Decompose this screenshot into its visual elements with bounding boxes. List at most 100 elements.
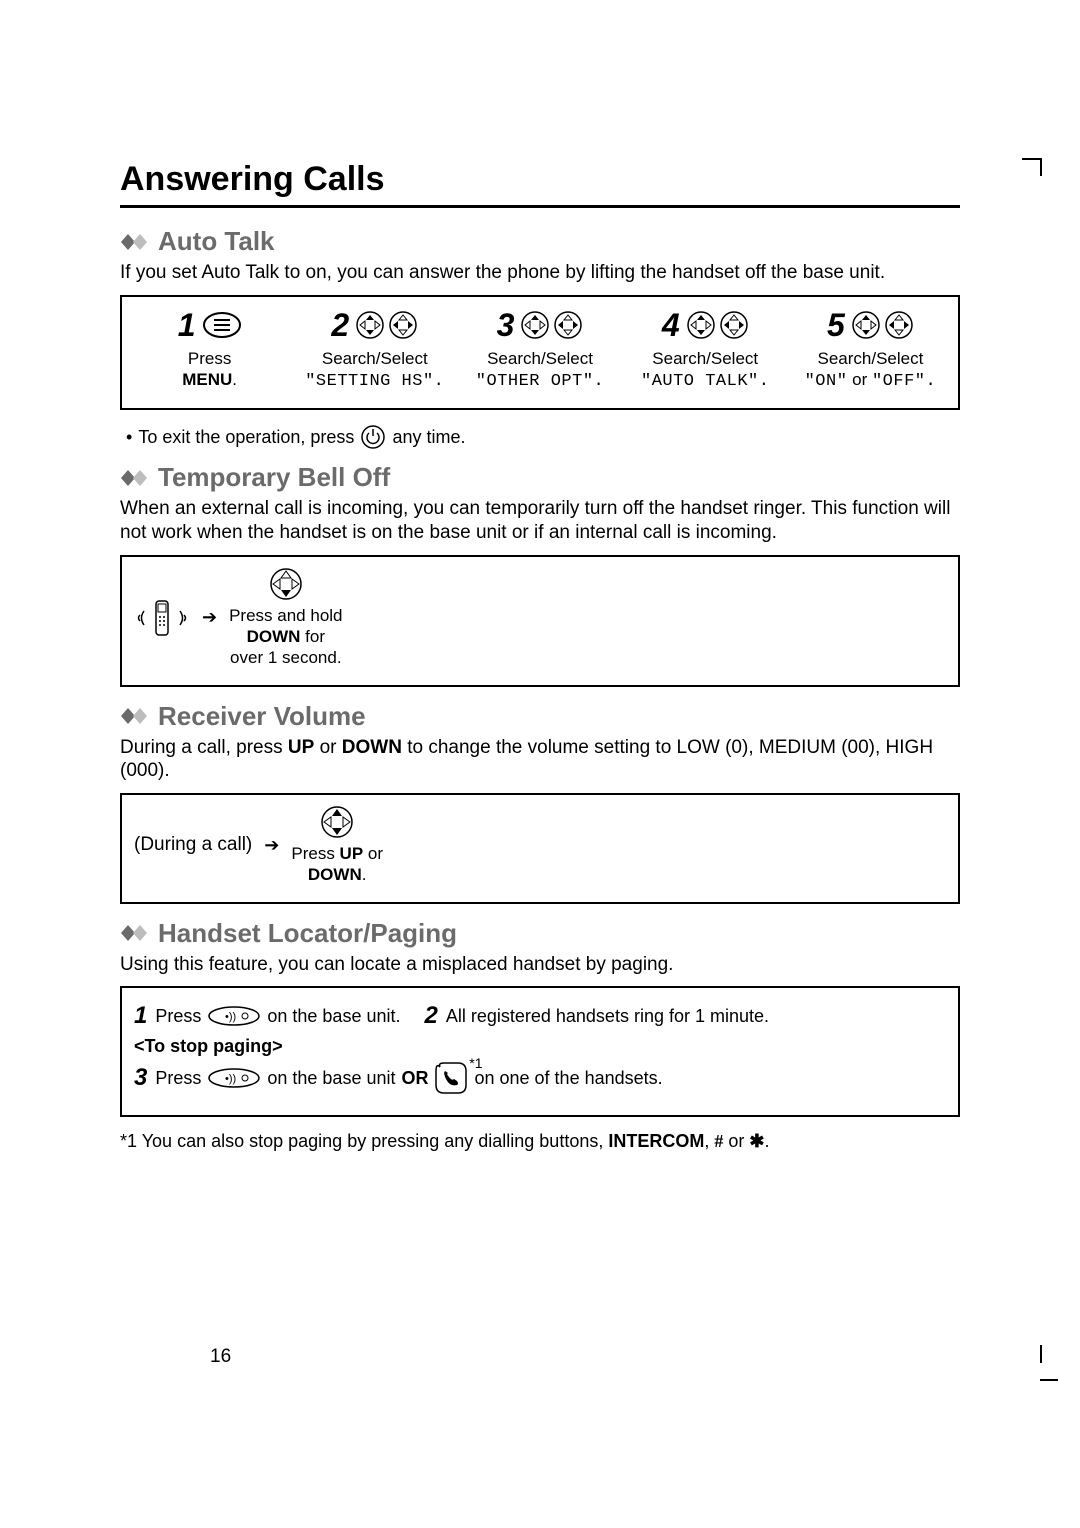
stop-paging-head: <To stop paging> bbox=[134, 1036, 946, 1057]
talk-button-with-note: *1 bbox=[434, 1061, 468, 1095]
rv-instr-a: Press bbox=[291, 844, 339, 863]
step-5-text: Search/Select bbox=[817, 349, 923, 368]
step-number: 3 bbox=[497, 307, 515, 344]
arrow-right-icon: ➔ bbox=[264, 835, 279, 856]
step-1-menu: MENU bbox=[182, 370, 232, 389]
paging-s3b: on the base unit bbox=[267, 1068, 395, 1089]
rv-b: UP bbox=[288, 737, 314, 758]
step-number: 5 bbox=[827, 307, 845, 344]
rv-instr-b: UP bbox=[340, 844, 364, 863]
svg-text:•)): •)) bbox=[225, 1073, 236, 1085]
arrow-right-icon: ➔ bbox=[202, 607, 217, 628]
exit-note: • To exit the operation, press any time. bbox=[126, 424, 960, 450]
step-number: 1 bbox=[178, 307, 196, 344]
diamond-bullets-icon bbox=[120, 469, 150, 487]
fn-a: *1 You can also stop paging by pressing … bbox=[120, 1131, 608, 1151]
fn-e: . bbox=[764, 1131, 769, 1151]
section-temp-bell: Temporary Bell Off When an external call… bbox=[120, 462, 960, 686]
section-paging: Handset Locator/Paging Using this featur… bbox=[120, 918, 960, 1153]
paging-or: OR bbox=[401, 1068, 428, 1089]
step-4-mono: "AUTO TALK". bbox=[641, 372, 769, 391]
asterisk-icon: ✱ bbox=[749, 1131, 764, 1151]
auto-talk-heading: Auto Talk bbox=[158, 226, 275, 257]
temp-bell-heading: Temporary Bell Off bbox=[158, 462, 390, 493]
paging-panel: 1 Press •)) on the base unit. 2 All regi… bbox=[120, 986, 960, 1117]
title-rule bbox=[120, 205, 960, 208]
paging-step-1-num: 1 bbox=[134, 1002, 147, 1030]
talk-button-icon bbox=[434, 1061, 468, 1095]
paging-heading: Handset Locator/Paging bbox=[158, 918, 457, 949]
step-2-text: Search/Select bbox=[322, 349, 428, 368]
step-3: 3 Search/Select "OTHER OPT". bbox=[464, 307, 615, 393]
nav-pad-icons bbox=[520, 310, 583, 340]
rv-c: or bbox=[314, 737, 341, 758]
during-call-label: (During a call) bbox=[134, 834, 252, 856]
step-1-dot: . bbox=[232, 370, 237, 389]
receiver-panel: (During a call) ➔ Press UP or DOWN. bbox=[120, 793, 960, 904]
section-auto-talk: Auto Talk If you set Auto Talk to on, yo… bbox=[120, 226, 960, 450]
step-number: 2 bbox=[331, 307, 349, 344]
step-2-mono: "SETTING HS". bbox=[305, 372, 444, 391]
step-3-text: Search/Select bbox=[487, 349, 593, 368]
step-5-on: "ON" bbox=[805, 372, 848, 391]
nav-pad-icons bbox=[355, 310, 418, 340]
paging-s1a: Press bbox=[155, 1006, 201, 1027]
paging-s3c: on one of the handsets. bbox=[474, 1068, 662, 1089]
step-1-text: Press bbox=[188, 349, 231, 368]
svg-text:•)): •)) bbox=[225, 1011, 236, 1023]
bullet-icon: • bbox=[126, 427, 132, 448]
paging-s2: All registered handsets ring for 1 minut… bbox=[446, 1006, 769, 1027]
page-number: 16 bbox=[210, 1346, 231, 1368]
paging-step-3-num: 3 bbox=[134, 1064, 147, 1092]
temp-bell-panel: ➔ Press and hold DOWN for over 1 second. bbox=[120, 555, 960, 687]
rv-a: During a call, press bbox=[120, 737, 288, 758]
step-2: 2 Search/Select "SETTING HS". bbox=[299, 307, 450, 393]
paging-s3a: Press bbox=[155, 1068, 201, 1089]
tb-instr-d: over 1 second. bbox=[230, 648, 342, 667]
section-heading: Auto Talk bbox=[120, 226, 960, 257]
nav-pad-icons bbox=[851, 310, 914, 340]
step-1: 1 Press MENU. bbox=[134, 307, 285, 391]
paging-intro: Using this feature, you can locate a mis… bbox=[120, 953, 960, 977]
nav-pad-icon bbox=[269, 567, 303, 601]
step-5-or: or bbox=[847, 370, 872, 389]
rv-instr-c: or bbox=[363, 844, 383, 863]
tb-instr-b: DOWN bbox=[247, 627, 301, 646]
rv-instr-d: DOWN bbox=[308, 865, 362, 884]
nav-pad-icon bbox=[320, 805, 354, 839]
page-title: Answering Calls bbox=[120, 160, 960, 199]
fn-d: or bbox=[723, 1131, 749, 1151]
exit-note-a: To exit the operation, press bbox=[138, 427, 354, 448]
rv-instr-e: . bbox=[362, 865, 367, 884]
diamond-bullets-icon bbox=[120, 707, 150, 725]
temp-bell-intro: When an external call is incoming, you c… bbox=[120, 497, 960, 545]
tb-instr-a: Press and hold bbox=[229, 606, 342, 625]
step-number: 4 bbox=[662, 307, 680, 344]
exit-note-b: any time. bbox=[392, 427, 465, 448]
paging-s1b: on the base unit. bbox=[267, 1006, 400, 1027]
fn-b: INTERCOM bbox=[608, 1131, 704, 1151]
rv-d: DOWN bbox=[342, 737, 402, 758]
fn-c: , bbox=[704, 1131, 714, 1151]
menu-button-icon bbox=[202, 311, 242, 339]
page: Answering Calls Auto Talk If you set Aut… bbox=[0, 0, 1080, 1528]
nav-pad-icons bbox=[686, 310, 749, 340]
step-5: 5 Search/Select "ON" or "OFF". bbox=[795, 307, 946, 393]
paging-footnote: *1 You can also stop paging by pressing … bbox=[120, 1131, 960, 1152]
locator-button-icon: •)) bbox=[207, 1005, 261, 1027]
receiver-heading: Receiver Volume bbox=[158, 701, 366, 732]
power-off-button-icon bbox=[360, 424, 386, 450]
auto-talk-intro: If you set Auto Talk to on, you can answ… bbox=[120, 261, 960, 285]
step-4-text: Search/Select bbox=[652, 349, 758, 368]
paging-step-2-num: 2 bbox=[424, 1002, 437, 1030]
tb-instr-c: for bbox=[300, 627, 325, 646]
diamond-bullets-icon bbox=[120, 233, 150, 251]
step-5-off: "OFF". bbox=[872, 372, 936, 391]
steps-row: 1 Press MENU. 2 bbox=[134, 307, 946, 393]
step-4: 4 Search/Select "AUTO TALK". bbox=[630, 307, 781, 393]
section-receiver: Receiver Volume During a call, press UP … bbox=[120, 701, 960, 904]
receiver-intro: During a call, press UP or DOWN to chang… bbox=[120, 736, 960, 784]
footnote-ref: *1 bbox=[469, 1055, 482, 1071]
locator-button-icon: •)) bbox=[207, 1067, 261, 1089]
step-3-mono: "OTHER OPT". bbox=[476, 372, 604, 391]
